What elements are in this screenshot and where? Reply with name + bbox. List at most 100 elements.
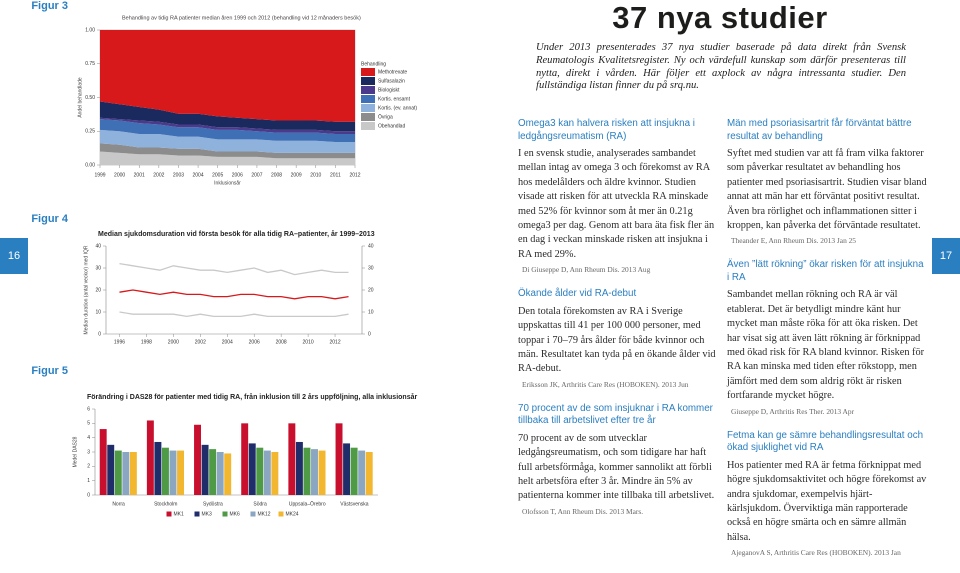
x-tick-label: 2009	[291, 172, 302, 178]
section-reference: Di Giuseppe D, Ann Rheum Dis. 2013 Aug	[522, 265, 651, 275]
section-body: Sambandet mellan rökning och RA är väl e…	[727, 289, 925, 402]
bar	[99, 429, 107, 495]
section-heading: Ökande ålder vid RA-debut	[518, 288, 637, 300]
y-tick-label: 3	[87, 449, 90, 455]
legend-label: MK12	[258, 511, 271, 517]
x-tick-label: 1996	[114, 339, 125, 345]
y-axis-label: Andel behandlade	[77, 77, 83, 118]
x-tick-label: 2003	[173, 172, 184, 178]
x-tick-label: 2000	[168, 339, 179, 345]
area	[100, 151, 355, 165]
legend-label: Biologiskt	[378, 87, 400, 93]
x-tick-label: Stockholm	[154, 501, 177, 507]
section-heading: Fetma kan ge sämre behandlingsresultat o…	[727, 429, 924, 454]
bar	[311, 449, 318, 495]
article-intro: Under 2013 presenterades 37 nya studier …	[536, 42, 906, 92]
x-tick-label: Södra	[253, 501, 267, 507]
area	[100, 101, 355, 132]
section-body: Syftet med studien var att få fram vilka…	[727, 148, 927, 232]
area	[100, 30, 355, 122]
y-tick-label: 0	[98, 331, 101, 337]
bar	[194, 424, 201, 495]
section-body: I en svensk studie, analyserades samband…	[518, 148, 715, 260]
x-tick-label: Sydöstra	[203, 501, 223, 507]
bar	[169, 450, 177, 495]
column: Män med psoriasisartrit får förväntat bä…	[727, 118, 927, 571]
legend-label: Sulfasalazin	[378, 78, 405, 84]
bar	[335, 423, 343, 495]
x-tick-label: 2010	[303, 339, 314, 345]
y2-tick-label: 30	[368, 265, 374, 271]
bar	[358, 450, 366, 495]
bar	[129, 452, 137, 495]
y-tick-label: 0.75	[85, 61, 95, 67]
legend-swatch	[166, 511, 172, 517]
legend-swatch	[361, 86, 375, 94]
x-tick-label: 2008	[271, 172, 282, 178]
y-tick-label: 1.00	[85, 27, 95, 33]
x-tick-label: 2012	[329, 339, 340, 345]
bar	[350, 447, 358, 495]
bar	[154, 441, 162, 495]
bar	[288, 423, 296, 495]
y-tick-label: 20	[95, 287, 101, 293]
section-reference: AjeganovA S, Arthritis Care Res (HOBOKEN…	[731, 548, 901, 558]
legend-swatch	[361, 68, 375, 76]
bar	[122, 452, 130, 495]
bar	[263, 450, 271, 495]
y-tick-label: 2	[87, 464, 90, 470]
y-tick-label: 1	[87, 478, 90, 484]
bar	[343, 443, 351, 495]
legend-swatch	[250, 511, 256, 517]
bar	[318, 450, 326, 495]
y-tick-label: 5	[87, 421, 90, 427]
x-tick-label: Uppsala–Örebro	[289, 500, 326, 507]
legend-label: MK1	[174, 511, 185, 517]
section-heading: Män med psoriasisartrit får förväntat bä…	[727, 118, 912, 142]
section-body: Den totala förekomsten av RA i Sverige u…	[518, 305, 716, 375]
y-axis-label: Median duration (antal veckor) med IQR	[83, 245, 89, 334]
legend-swatch	[361, 113, 375, 121]
x-tick-label: 2007	[251, 172, 262, 178]
legend-swatch	[361, 104, 375, 112]
section-reference: Eriksson JK, Arthritis Care Res (HOBOKEN…	[522, 379, 689, 389]
section-body: Hos patienter med RA är fetma förknippat…	[727, 459, 927, 543]
y2-tick-label: 0	[368, 331, 371, 337]
article-title: 37 nya studier	[612, 0, 828, 35]
y-tick-label: 30	[95, 265, 101, 271]
chart-title: Median sjukdomsduration vid första besök…	[98, 230, 375, 238]
x-tick-label: Norra	[112, 501, 125, 507]
legend-label: Kortis. (ev. annat)	[378, 105, 417, 111]
bar	[107, 444, 115, 495]
section-heading: Även ”lätt rökning” ökar risken för att …	[727, 259, 924, 283]
legend-title: Behandling	[361, 61, 386, 67]
bar	[146, 420, 154, 495]
figure-label: Figur 5	[31, 365, 68, 377]
page-number: 16	[8, 250, 20, 262]
legend-label: Kortis. ensamt	[378, 96, 411, 102]
legend-label: MK24	[286, 511, 299, 517]
x-tick-label: 2008	[276, 339, 287, 345]
section-reference: Giuseppe D, Arthritis Res Ther. 2013 Apr	[731, 406, 855, 416]
bar	[248, 443, 256, 495]
x-tick-label: 2011	[330, 172, 341, 178]
x-tick-label: 2004	[193, 172, 204, 178]
legend-swatch	[222, 511, 228, 517]
x-tick-label: 2006	[249, 339, 260, 345]
x-tick-label: 1999	[94, 172, 105, 178]
figure-label: Figur 3	[31, 0, 68, 12]
y-tick-label: 6	[87, 406, 90, 412]
y2-tick-label: 10	[368, 309, 374, 315]
bar	[241, 423, 249, 495]
x-tick-label: 2002	[153, 172, 164, 178]
bar	[201, 444, 209, 495]
legend-swatch	[194, 511, 200, 517]
line	[119, 311, 349, 318]
legend-swatch	[361, 77, 375, 85]
bar	[224, 453, 232, 495]
y-axis-label: Medel DAS28	[72, 436, 78, 467]
bar	[303, 447, 311, 495]
y-tick-label: 4	[87, 435, 90, 441]
